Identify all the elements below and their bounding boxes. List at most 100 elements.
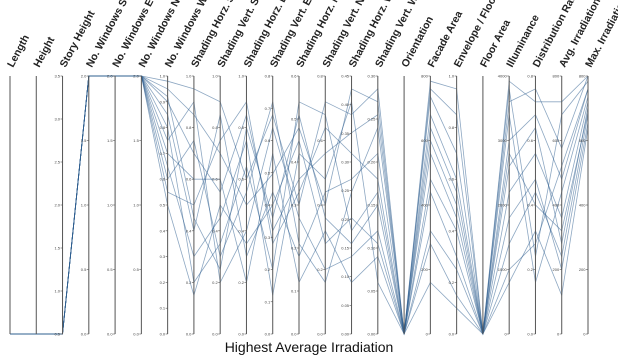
tick-label: 0 xyxy=(504,332,507,337)
tick-label: 0.2 xyxy=(265,267,271,272)
tick-label: 0.0 xyxy=(133,332,139,337)
tick-label: 1.5 xyxy=(133,138,139,143)
tick-label: 0.2 xyxy=(160,280,166,285)
axis-name-0: Length xyxy=(5,33,32,70)
tick-label: 0.05 xyxy=(368,289,377,294)
tick-label: 0.0 xyxy=(449,332,455,337)
tick-label: 0.5 xyxy=(265,170,271,175)
tick-label: 0 xyxy=(557,332,560,337)
tick-label: 0.40 xyxy=(341,102,350,107)
tick-label: 0.35 xyxy=(341,131,350,136)
tick-label: 800 xyxy=(421,74,428,79)
tick-label: 0.2 xyxy=(449,280,455,285)
tick-label: 1.5 xyxy=(54,246,60,251)
tick-label: 0.4 xyxy=(449,228,455,233)
tick-label: 0.10 xyxy=(368,246,377,251)
tick-label: 0.25 xyxy=(368,117,377,122)
tick-label: 0.2 xyxy=(212,280,218,285)
tick-label: 1.5 xyxy=(81,138,87,143)
tick-label: 400 xyxy=(553,203,560,208)
tick-label: 2000 xyxy=(498,203,508,208)
tick-label: 0.10 xyxy=(341,274,350,279)
tick-label: 0.6 xyxy=(317,138,323,143)
tick-label: 2.0 xyxy=(81,74,87,79)
tick-label: 1.0 xyxy=(133,203,139,208)
tick-label: 0.0 xyxy=(291,332,297,337)
tick-label: 400 xyxy=(421,203,428,208)
tick-label: 0.3 xyxy=(291,203,297,208)
tick-label: 0.05 xyxy=(341,303,350,308)
tick-label: 200 xyxy=(421,267,428,272)
tick-label: 0.6 xyxy=(291,74,297,79)
tick-label: 0.3 xyxy=(160,254,166,259)
tick-label: 0.3 xyxy=(265,235,271,240)
tick-label: 0.5 xyxy=(160,203,166,208)
tick-label: 0.2 xyxy=(527,267,533,272)
tick-label: 0.0 xyxy=(212,332,218,337)
tick-label: 0.0 xyxy=(238,332,244,337)
tick-label: 0.0 xyxy=(186,332,192,337)
tick-label: 0.7 xyxy=(265,106,271,111)
tick-label: 0.4 xyxy=(265,203,271,208)
tick-label: 0.30 xyxy=(341,160,350,165)
tick-label: 0.2 xyxy=(291,246,297,251)
tick-label: 3000 xyxy=(498,138,508,143)
tick-label: 0.25 xyxy=(341,188,350,193)
tick-label: 800 xyxy=(579,74,586,79)
tick-label: 0.5 xyxy=(291,117,297,122)
tick-label: 0.4 xyxy=(238,228,244,233)
x-axis-label: Highest Average Irradiation xyxy=(225,339,394,355)
tick-label: 600 xyxy=(553,138,560,143)
tick-label: 0.8 xyxy=(186,125,192,130)
tick-label: 0.6 xyxy=(186,177,192,182)
tick-label: 1.0 xyxy=(107,203,113,208)
tick-label: 0.6 xyxy=(238,177,244,182)
tick-label: 0 xyxy=(583,332,586,337)
tick-label: 0.0 xyxy=(160,332,166,337)
tick-label: 3.0 xyxy=(54,117,60,122)
tick-label: 0.6 xyxy=(212,177,218,182)
tick-label: 0.0 xyxy=(527,332,533,337)
tick-label: 0.5 xyxy=(107,267,113,272)
tick-label: 0.45 xyxy=(341,74,350,79)
tick-label: 0.4 xyxy=(212,228,218,233)
tick-label: 0.5 xyxy=(81,267,87,272)
tick-label: 200 xyxy=(553,267,560,272)
tick-label: 0.0 xyxy=(265,332,271,337)
tick-label: 0.15 xyxy=(368,203,377,208)
tick-label: 0.30 xyxy=(368,74,377,79)
tick-label: 0.0 xyxy=(107,332,113,337)
tick-label: 0.1 xyxy=(265,299,271,304)
tick-label: 0.4 xyxy=(317,203,323,208)
tick-label: 1.0 xyxy=(186,74,192,79)
tick-label: 0.2 xyxy=(317,267,323,272)
tick-label: 0.5 xyxy=(54,332,60,337)
tick-label: 1.5 xyxy=(107,138,113,143)
tick-label: 0.8 xyxy=(212,125,218,130)
tick-label: 1.0 xyxy=(238,74,244,79)
tick-label: 0.8 xyxy=(449,125,455,130)
tick-label: 0.00 xyxy=(368,332,377,337)
tick-label: 600 xyxy=(579,138,586,143)
tick-label: 0.6 xyxy=(449,177,455,182)
tick-label: 1.0 xyxy=(449,74,455,79)
axes-layer: 3.5 3.0 2.5 2.0 1.5 1.0 0.5 2.0 1.5 1.0 0.5 0.0 2.0 1… xyxy=(9,74,589,337)
tick-label: 2.5 xyxy=(54,160,60,165)
tick-label: 0.4 xyxy=(186,228,192,233)
tick-label: 0.5 xyxy=(133,267,139,272)
tick-label: 0.6 xyxy=(527,138,533,143)
tick-label: 1.0 xyxy=(54,289,60,294)
tick-label: 0.0 xyxy=(81,332,87,337)
tick-label: 0.15 xyxy=(341,246,350,251)
tick-label: 0.8 xyxy=(527,74,533,79)
tick-label: 0 xyxy=(426,332,429,337)
tick-label: 0.20 xyxy=(368,160,377,165)
tick-label: 0.6 xyxy=(265,138,271,143)
tick-label: 0.8 xyxy=(317,74,323,79)
tick-label: 2.0 xyxy=(133,74,139,79)
tick-label: 0.8 xyxy=(265,74,271,79)
tick-label: 0.00 xyxy=(341,332,350,337)
tick-label: 4000 xyxy=(498,74,508,79)
